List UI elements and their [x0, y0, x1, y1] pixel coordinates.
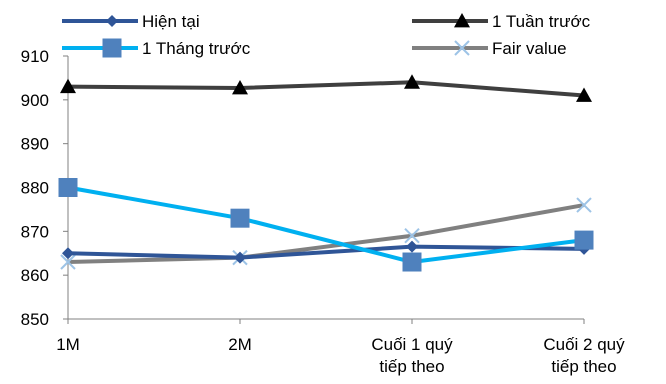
- data-point-stroke-b: [576, 197, 592, 213]
- legend-marker: [454, 13, 470, 28]
- legend-marker-stroke-b: [454, 40, 470, 56]
- legend-item: Hiện tại: [62, 12, 200, 31]
- data-point: [58, 178, 78, 197]
- y-tick-label: 860: [21, 266, 49, 285]
- legend: Hiện tại 1 Tuần trước 1 Tháng trước Fair va…: [62, 12, 591, 58]
- data-point-stroke-b: [60, 254, 76, 270]
- legend-label: 1 Tháng trước: [142, 39, 251, 58]
- data-point: [230, 208, 250, 228]
- data-point: [576, 87, 592, 102]
- x-axis: 1M 2M Cuối 1 quý tiếp theo Cuối 2 quý tiếp th…: [56, 318, 625, 376]
- legend-label: Hiện tại: [142, 12, 200, 31]
- plot-area: [58, 74, 594, 272]
- legend-item: 1 Tháng trước: [62, 38, 251, 58]
- legend-marker: [102, 38, 122, 58]
- x-tick-label: 2M: [228, 335, 252, 354]
- data-point: [576, 197, 592, 213]
- data-point: [234, 251, 246, 264]
- x-tick-label: tiếp theo: [551, 357, 616, 376]
- y-tick-label: 880: [21, 179, 49, 198]
- y-tick-label: 850: [21, 310, 49, 329]
- legend-marker: [454, 40, 470, 56]
- series-2: [58, 178, 594, 272]
- y-tick-label: 910: [21, 47, 49, 66]
- series-3: [60, 197, 592, 270]
- series-line: [67, 185, 585, 265]
- data-point-stroke-b: [404, 228, 420, 244]
- data-point: [574, 230, 594, 250]
- series-line: [67, 80, 585, 98]
- series-line: [67, 244, 585, 260]
- x-tick-label: Cuối 2 quý: [543, 335, 625, 354]
- data-point: [232, 79, 248, 95]
- series-1: [60, 74, 592, 102]
- data-point: [406, 240, 418, 253]
- legend-item: Fair value: [412, 39, 567, 58]
- data-point: [404, 228, 420, 244]
- legend-label: Fair value: [492, 39, 567, 58]
- data-point: [60, 254, 76, 270]
- data-point: [402, 252, 422, 272]
- y-tick-label: 890: [21, 135, 49, 154]
- legend-marker: [106, 15, 118, 27]
- series-line: [67, 203, 585, 265]
- legend-item: 1 Tuần trước: [412, 12, 591, 31]
- y-tick-label: 870: [21, 222, 49, 241]
- legend-label: 1 Tuần trước: [492, 12, 591, 31]
- data-point: [60, 78, 76, 94]
- y-tick-label: 900: [21, 91, 49, 110]
- x-tick-label: tiếp theo: [379, 357, 444, 376]
- data-point: [62, 247, 74, 260]
- y-axis: 850 860 870 880 890 900 910: [21, 47, 69, 329]
- x-tick-label: Cuối 1 quý: [371, 335, 453, 354]
- data-point: [404, 74, 420, 89]
- x-tick-label: 1M: [56, 335, 80, 354]
